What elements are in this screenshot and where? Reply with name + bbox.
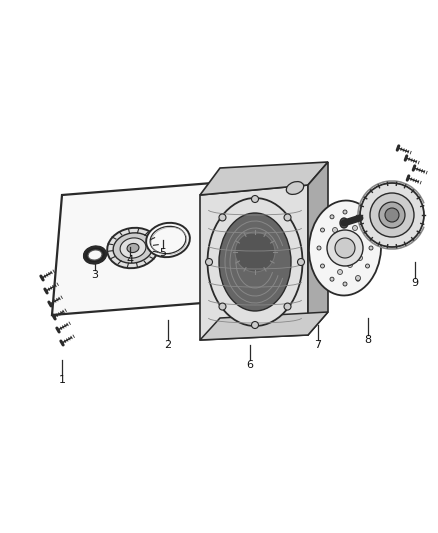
- Ellipse shape: [150, 227, 186, 254]
- Circle shape: [205, 259, 212, 265]
- Circle shape: [343, 238, 347, 243]
- Text: 7: 7: [314, 340, 321, 350]
- Text: 8: 8: [364, 335, 371, 345]
- Circle shape: [379, 202, 405, 228]
- Text: 9: 9: [411, 278, 419, 288]
- Polygon shape: [200, 312, 328, 340]
- Circle shape: [343, 282, 347, 286]
- Ellipse shape: [84, 247, 106, 263]
- Text: 6: 6: [247, 360, 254, 370]
- Circle shape: [357, 255, 363, 261]
- Circle shape: [327, 230, 363, 266]
- Circle shape: [343, 210, 347, 214]
- Text: 3: 3: [92, 270, 99, 280]
- Ellipse shape: [146, 223, 190, 257]
- Circle shape: [369, 246, 373, 250]
- Circle shape: [251, 321, 258, 328]
- Circle shape: [356, 215, 360, 219]
- Ellipse shape: [120, 238, 146, 258]
- Polygon shape: [52, 182, 225, 315]
- Ellipse shape: [88, 250, 102, 260]
- Circle shape: [330, 215, 334, 219]
- Circle shape: [219, 214, 226, 221]
- Circle shape: [385, 208, 399, 222]
- Circle shape: [360, 183, 424, 247]
- Polygon shape: [200, 185, 308, 340]
- Ellipse shape: [91, 252, 99, 258]
- Circle shape: [356, 277, 360, 281]
- Circle shape: [321, 264, 325, 268]
- Circle shape: [321, 228, 325, 232]
- Ellipse shape: [286, 182, 304, 195]
- Circle shape: [356, 276, 360, 280]
- Text: 2: 2: [164, 340, 172, 350]
- Circle shape: [251, 196, 258, 203]
- Circle shape: [284, 303, 291, 310]
- Polygon shape: [200, 162, 328, 195]
- Circle shape: [330, 277, 334, 281]
- Ellipse shape: [340, 218, 348, 228]
- Circle shape: [219, 303, 226, 310]
- Circle shape: [335, 238, 355, 258]
- Text: 5: 5: [159, 248, 166, 258]
- Circle shape: [347, 262, 353, 268]
- Polygon shape: [308, 162, 328, 335]
- Circle shape: [317, 246, 321, 250]
- Ellipse shape: [235, 232, 275, 272]
- Circle shape: [328, 249, 332, 254]
- Circle shape: [366, 228, 370, 232]
- Circle shape: [284, 214, 291, 221]
- Text: 4: 4: [127, 255, 134, 265]
- Circle shape: [297, 259, 304, 265]
- Text: 1: 1: [59, 375, 66, 385]
- Ellipse shape: [219, 213, 291, 311]
- Circle shape: [370, 193, 414, 237]
- Ellipse shape: [309, 200, 381, 295]
- Circle shape: [332, 228, 338, 232]
- Circle shape: [353, 225, 357, 230]
- Ellipse shape: [88, 249, 102, 261]
- Circle shape: [338, 270, 343, 274]
- Circle shape: [366, 264, 370, 268]
- Ellipse shape: [113, 233, 153, 263]
- Ellipse shape: [107, 228, 159, 268]
- Ellipse shape: [127, 244, 139, 253]
- Ellipse shape: [208, 198, 303, 326]
